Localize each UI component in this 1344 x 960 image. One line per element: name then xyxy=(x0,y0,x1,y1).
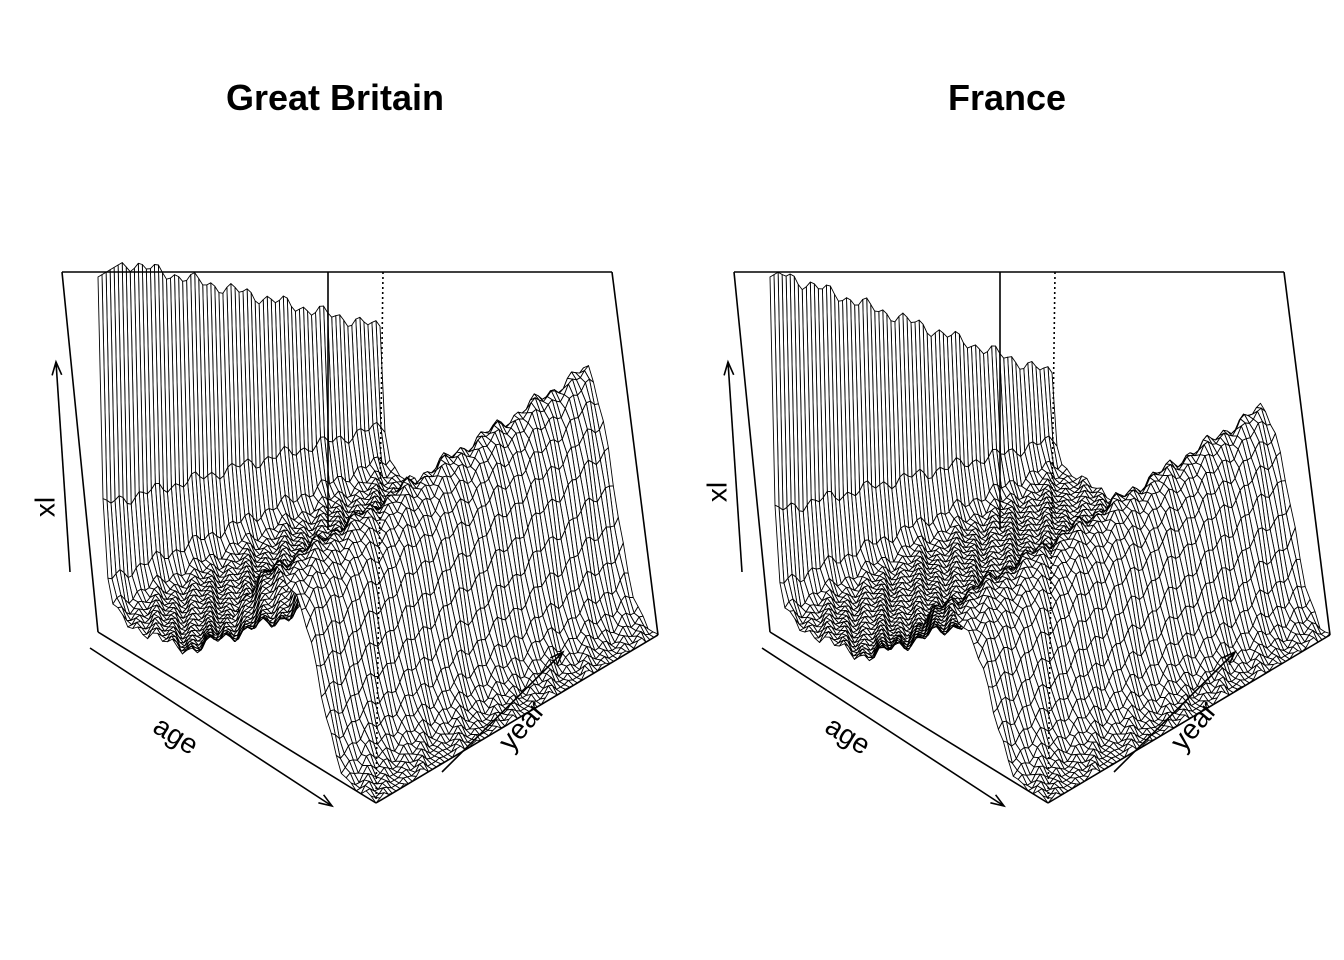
chart-title: Great Britain xyxy=(226,77,444,118)
mortality-surface xyxy=(97,262,659,804)
axis-line xyxy=(55,361,71,573)
panel-france: France age year xl xyxy=(701,77,1331,808)
axis-line xyxy=(89,647,333,807)
xl-axis-arrow xyxy=(51,359,71,573)
box-left-edge xyxy=(61,271,99,633)
age-axis-arrow xyxy=(89,647,334,808)
arrow-head xyxy=(318,794,334,808)
chart-title: France xyxy=(948,77,1066,118)
xl-axis-label: xl xyxy=(29,497,60,517)
panel-great-britain: Great Britain age year xl xyxy=(29,77,659,808)
